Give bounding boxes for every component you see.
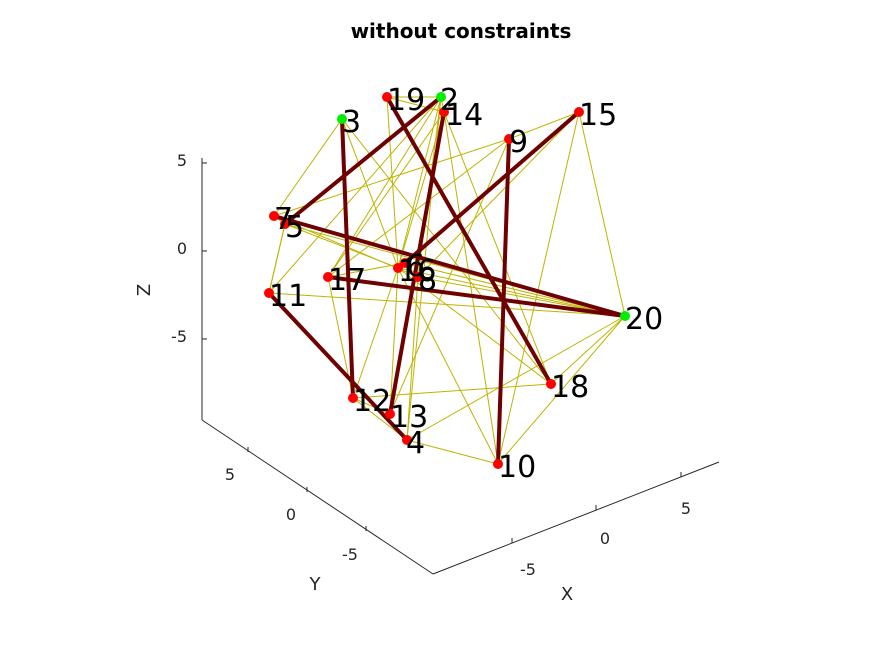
graph-node: [402, 435, 412, 445]
graph-node: [504, 134, 514, 144]
graph-node: [620, 311, 630, 321]
node-label: 2: [440, 83, 459, 118]
graph-edge-thin: [397, 267, 499, 465]
node-label: 11: [269, 279, 307, 314]
thick-edges-group: [267, 95, 627, 466]
node-label: 5: [285, 210, 304, 245]
graph-node: [269, 211, 279, 221]
graph-edge-thin: [406, 315, 626, 441]
graph-edge-thin: [443, 111, 499, 465]
graph-edge-thin: [508, 111, 580, 140]
node-label: 10: [498, 450, 536, 485]
graph-node: [400, 258, 410, 268]
x-tick-label: 0: [600, 529, 610, 548]
thin-edges-group: [268, 96, 626, 465]
graph-edge-thin: [268, 223, 286, 294]
node-label: 12: [353, 384, 391, 419]
graph-edge-thin: [406, 439, 499, 465]
graph-edge-thin: [386, 96, 445, 113]
graph-edge-thin: [352, 383, 552, 399]
node-label: 7: [274, 202, 293, 237]
graph-edge-thin: [389, 267, 399, 415]
graph-node: [546, 379, 556, 389]
graph-edge-thick: [272, 214, 627, 318]
node-label: 19: [387, 83, 425, 118]
graph-edge-thin: [352, 267, 399, 399]
graph-edge-thick: [340, 117, 355, 400]
graph-edge-thick: [388, 110, 446, 416]
graph-edge-thick: [326, 275, 627, 318]
graph-edge-thin: [417, 111, 580, 278]
y-axis-label: Y: [309, 574, 322, 595]
nodes-group: [264, 92, 630, 469]
graph-edge-thick: [403, 110, 581, 265]
graph-edge-thin: [284, 223, 399, 269]
graph-edge-thin: [578, 111, 626, 317]
graph-node: [337, 114, 347, 124]
graph-edge-thick: [267, 291, 409, 442]
graph-edge-thin: [443, 111, 552, 385]
graph-edge-thin: [341, 118, 399, 269]
graph-edge-thin: [327, 262, 406, 278]
z-tick-label: -5: [171, 327, 187, 346]
graph-node: [280, 219, 290, 229]
graph-node: [393, 263, 403, 273]
graph-node: [385, 409, 395, 419]
graph-edge-thin: [273, 118, 343, 217]
z-axis-label: Z: [134, 284, 155, 296]
node-label: 3: [342, 105, 361, 140]
graph-edge-thin: [397, 111, 445, 269]
node-label: 9: [509, 125, 528, 160]
node-label: 8: [418, 263, 437, 298]
graph-edge-thin: [550, 315, 626, 385]
graph-node: [323, 272, 333, 282]
z-tick-label: 0: [177, 239, 187, 258]
graph-node: [382, 92, 392, 102]
graph-edge-thin: [341, 118, 552, 385]
node-label: 17: [328, 263, 366, 298]
node-label: 6: [406, 249, 425, 284]
x-tick-label: 5: [681, 499, 691, 518]
node-label: 14: [445, 98, 483, 133]
y-axis-line: [201, 419, 434, 575]
graph-edge-thin: [268, 96, 442, 294]
graph-node: [493, 459, 503, 469]
y-tick-label: 0: [286, 505, 296, 524]
graph-node: [413, 272, 423, 282]
y-tick-label: 5: [225, 465, 235, 484]
node-label: 4: [406, 426, 425, 461]
graph-node: [264, 288, 274, 298]
graph-node: [574, 107, 584, 117]
graph-edge-thin: [497, 315, 626, 465]
y-tick-label: -5: [342, 545, 358, 564]
graph-edge-thin: [268, 292, 626, 317]
graph-edge-thin: [327, 138, 510, 278]
graph-edge-thin: [397, 96, 442, 269]
z-tick-label: 5: [177, 151, 187, 170]
graph-edge-thin: [497, 111, 580, 465]
node-label: 15: [579, 98, 617, 133]
graph-node: [439, 107, 449, 117]
graph-node: [436, 92, 446, 102]
graph-edge-thin: [389, 138, 510, 415]
node-label: 16: [398, 254, 436, 289]
graph-edge-thick: [385, 95, 553, 386]
axes: 5 0 -5 5 0 -5 -5 0 5 Z Y X: [134, 151, 720, 605]
graph-edge-thin: [397, 267, 626, 317]
graph-edge-thick: [283, 95, 443, 226]
chart-title: without constraints: [351, 19, 572, 43]
x-axis-label: X: [561, 584, 573, 605]
node-label: 13: [390, 400, 428, 435]
x-axis-line: [432, 461, 720, 575]
node-label: 18: [551, 370, 589, 405]
graph-edge-thin: [397, 267, 552, 385]
x-tick-label: -5: [520, 560, 536, 579]
node-label: 20: [625, 302, 663, 337]
graph-edge-thin: [352, 397, 391, 415]
graph-node: [348, 393, 358, 403]
